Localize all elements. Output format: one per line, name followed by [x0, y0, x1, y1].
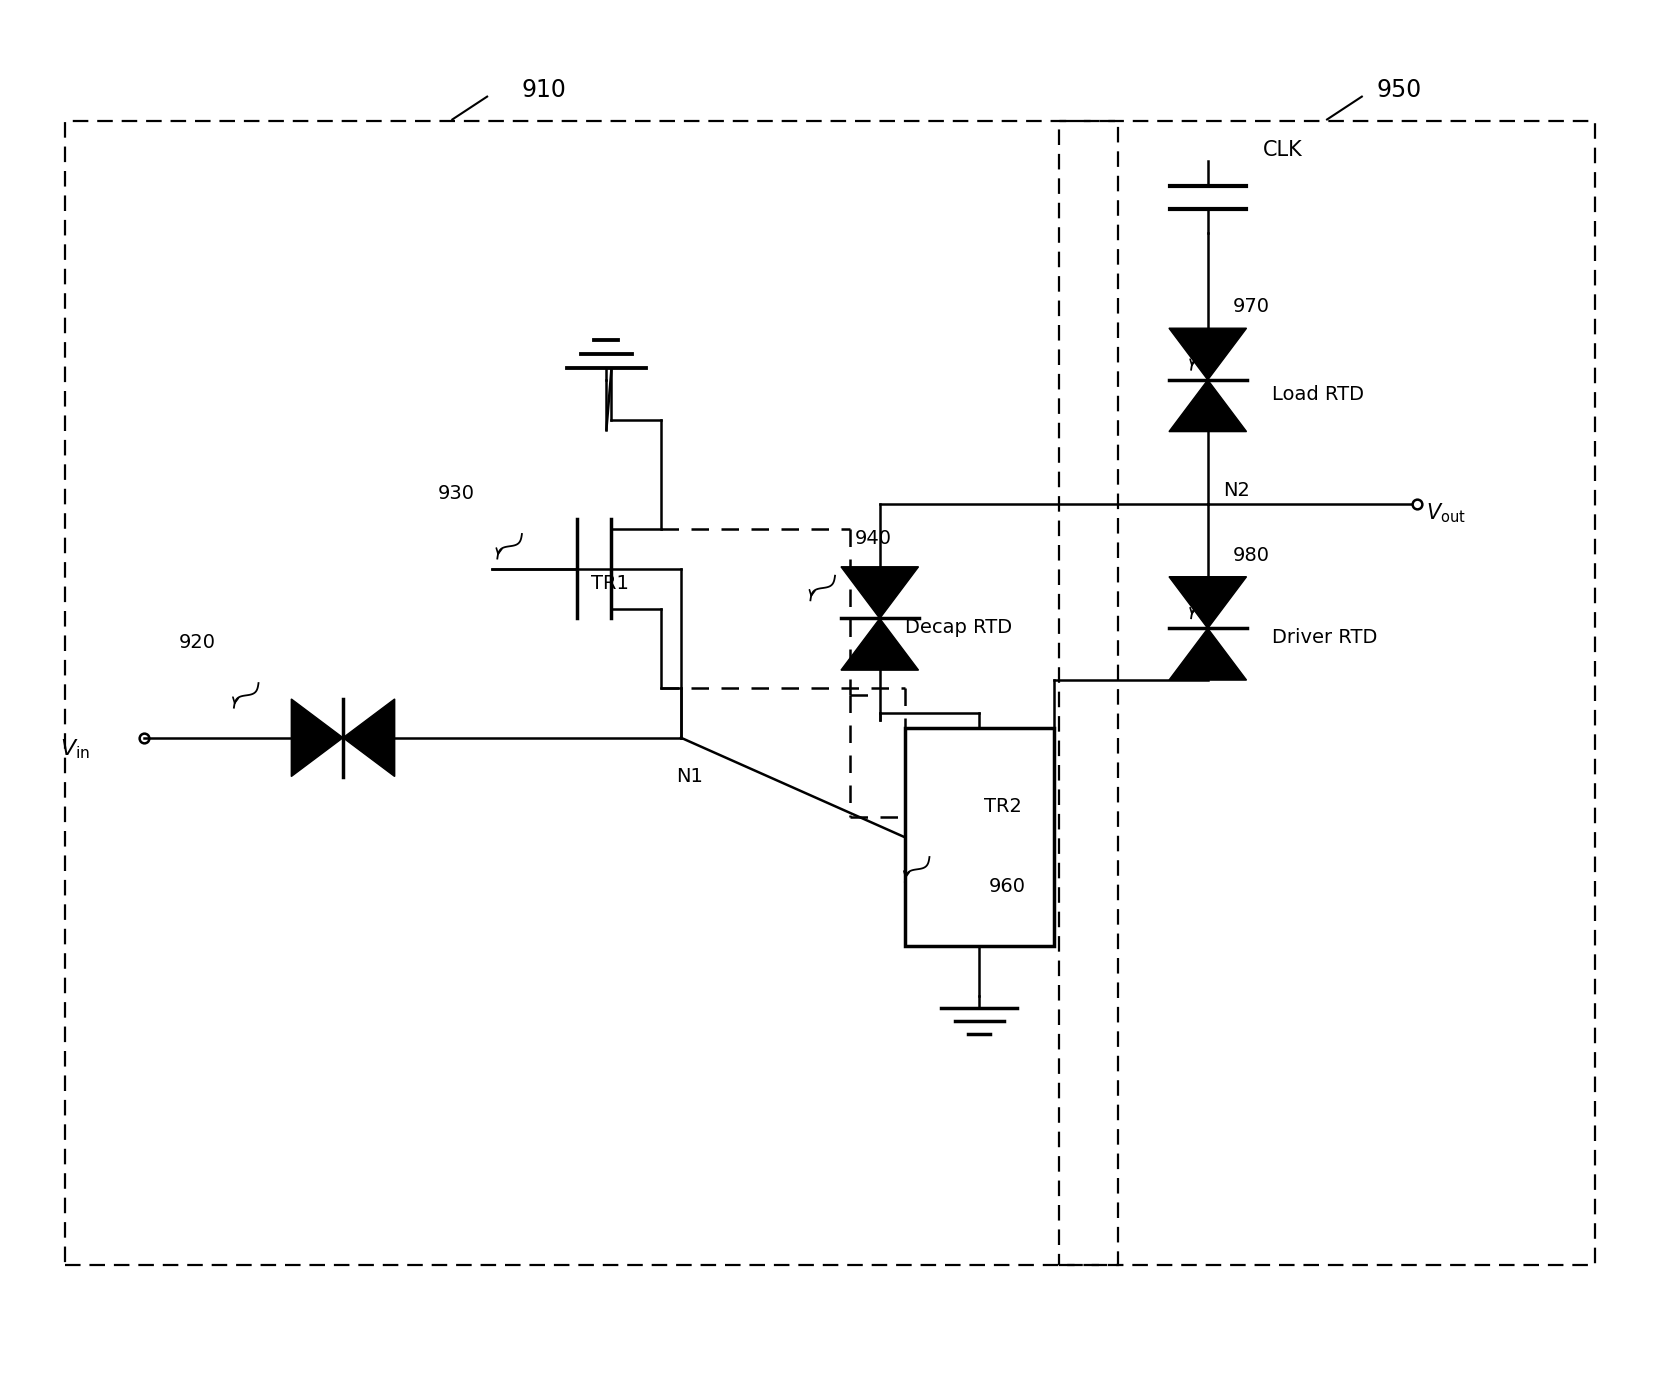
Polygon shape	[1170, 629, 1247, 680]
Text: 930: 930	[438, 484, 475, 504]
Text: 940: 940	[854, 529, 893, 548]
Text: CLK: CLK	[1262, 140, 1302, 160]
Polygon shape	[292, 700, 342, 776]
Text: Load RTD: Load RTD	[1272, 384, 1364, 404]
Text: 980: 980	[1233, 545, 1270, 565]
Text: N1: N1	[676, 768, 703, 787]
Bar	[904, 727, 1054, 947]
Polygon shape	[1170, 328, 1247, 380]
Polygon shape	[841, 619, 918, 670]
Text: 910: 910	[522, 78, 567, 101]
Text: 920: 920	[180, 633, 216, 652]
Text: $V_{\rm in}$: $V_{\rm in}$	[60, 737, 89, 761]
Bar	[65, 122, 1118, 1264]
Text: TR1: TR1	[591, 573, 629, 593]
Polygon shape	[1170, 576, 1247, 629]
Text: $V_{\rm out}$: $V_{\rm out}$	[1426, 501, 1467, 525]
Text: Decap RTD: Decap RTD	[904, 619, 1012, 637]
Polygon shape	[1170, 380, 1247, 432]
Bar	[1059, 122, 1596, 1264]
Text: 950: 950	[1376, 78, 1421, 101]
Text: Driver RTD: Driver RTD	[1272, 629, 1378, 647]
Text: TR2: TR2	[983, 797, 1022, 816]
Text: 970: 970	[1233, 297, 1270, 316]
Text: 960: 960	[988, 877, 1025, 895]
Polygon shape	[342, 700, 394, 776]
Polygon shape	[841, 566, 918, 619]
Text: N2: N2	[1223, 482, 1250, 500]
